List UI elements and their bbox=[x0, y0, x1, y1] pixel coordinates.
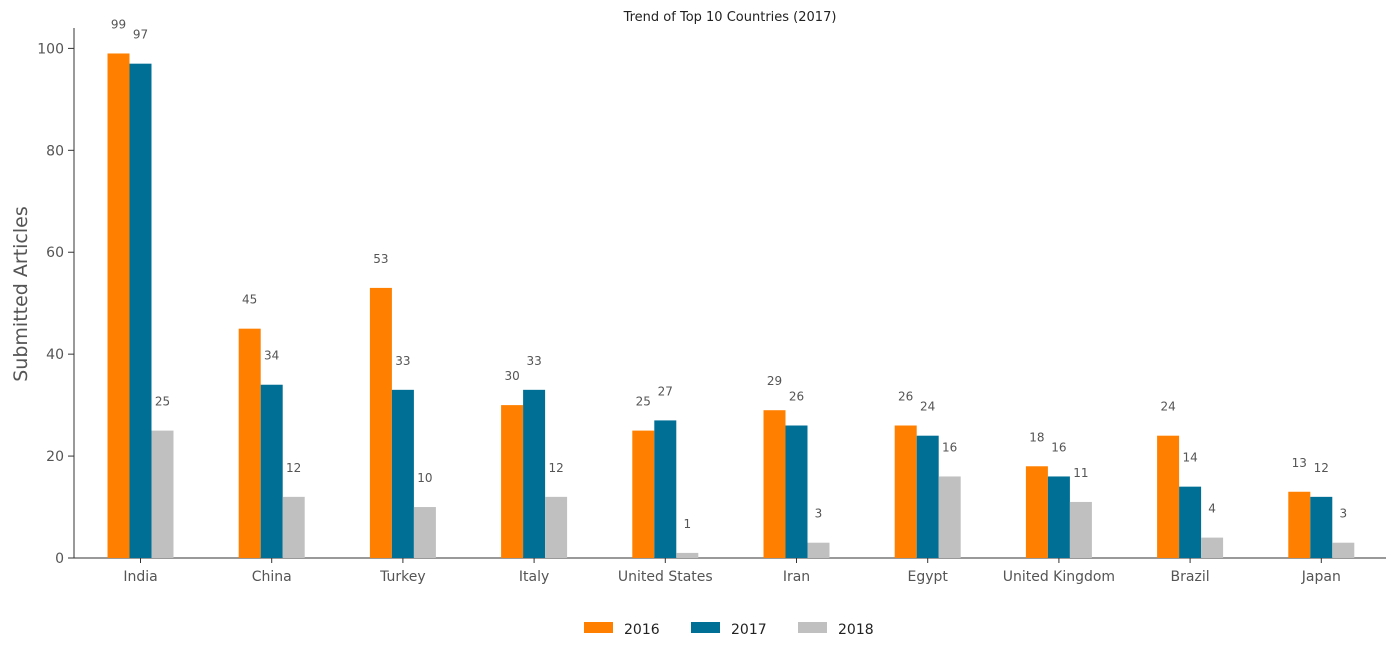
bar-value-label: 1 bbox=[683, 517, 691, 531]
bar bbox=[523, 389, 546, 558]
bar-value-label: 10 bbox=[417, 471, 432, 485]
legend-label: 2017 bbox=[731, 622, 767, 638]
plot-area: 020406080100India999725China453412Turkey… bbox=[37, 17, 1386, 585]
bar-value-label: 26 bbox=[789, 390, 804, 404]
x-tick-label: India bbox=[123, 569, 157, 585]
bar-value-label: 11 bbox=[1073, 466, 1088, 480]
bar-value-label: 53 bbox=[373, 252, 388, 266]
x-tick-label: Iran bbox=[783, 569, 810, 585]
bar bbox=[501, 405, 524, 558]
bar bbox=[807, 542, 830, 558]
bar-value-label: 16 bbox=[1051, 440, 1066, 454]
bar bbox=[413, 507, 436, 558]
y-tick-label: 100 bbox=[37, 41, 64, 57]
x-tick-label: Egypt bbox=[907, 569, 948, 585]
x-tick-label: United Kingdom bbox=[1003, 569, 1115, 585]
bar-value-label: 3 bbox=[815, 507, 823, 521]
bar-value-label: 34 bbox=[264, 349, 279, 363]
x-tick-label: Turkey bbox=[379, 569, 426, 585]
y-axis-label: Submitted Articles bbox=[10, 206, 32, 382]
y-tick-label: 40 bbox=[46, 347, 64, 363]
bar bbox=[1201, 537, 1224, 558]
bar bbox=[369, 287, 392, 558]
bar bbox=[1069, 501, 1092, 558]
bar bbox=[1047, 476, 1070, 558]
bar-value-label: 33 bbox=[395, 354, 410, 368]
bar-value-label: 13 bbox=[1292, 456, 1307, 470]
legend-label: 2016 bbox=[624, 622, 660, 638]
bar-value-label: 97 bbox=[133, 28, 148, 42]
x-tick-label: Italy bbox=[519, 569, 549, 585]
chart-title: Trend of Top 10 Countries (2017) bbox=[623, 10, 837, 25]
bar-value-label: 12 bbox=[548, 461, 563, 475]
bar bbox=[763, 410, 786, 558]
bar-value-label: 99 bbox=[111, 17, 126, 31]
y-tick-label: 20 bbox=[46, 449, 64, 465]
bar bbox=[107, 53, 130, 558]
bar-value-label: 33 bbox=[526, 354, 541, 368]
bar bbox=[1332, 542, 1355, 558]
bar bbox=[391, 389, 414, 558]
legend-swatch bbox=[584, 622, 613, 633]
bar-value-label: 27 bbox=[658, 384, 673, 398]
x-tick-label: Japan bbox=[1301, 569, 1341, 585]
bar bbox=[282, 496, 305, 558]
bar-value-label: 25 bbox=[636, 395, 651, 409]
bar-value-label: 45 bbox=[242, 293, 257, 307]
legend-swatch bbox=[691, 622, 720, 633]
y-tick-label: 60 bbox=[46, 245, 64, 261]
legend: 2016 2017 2018 bbox=[584, 622, 874, 638]
x-tick-label: United States bbox=[618, 569, 713, 585]
x-tick-label: China bbox=[252, 569, 292, 585]
bar-value-label: 16 bbox=[942, 440, 957, 454]
bar-value-label: 18 bbox=[1029, 430, 1044, 444]
bar bbox=[916, 435, 939, 558]
bar bbox=[632, 430, 655, 558]
bar bbox=[1157, 435, 1180, 558]
y-tick-label: 80 bbox=[46, 143, 64, 159]
bar bbox=[654, 420, 677, 558]
legend-swatch bbox=[798, 622, 827, 633]
bar bbox=[260, 384, 283, 558]
bar-value-label: 29 bbox=[767, 374, 782, 388]
bar bbox=[938, 476, 961, 558]
bar bbox=[238, 328, 261, 558]
bar bbox=[129, 63, 152, 559]
bar bbox=[1179, 486, 1202, 558]
bar-value-label: 12 bbox=[1314, 461, 1329, 475]
y-tick-label: 0 bbox=[55, 551, 64, 567]
bar bbox=[1025, 466, 1048, 558]
bar-value-label: 12 bbox=[286, 461, 301, 475]
bar-value-label: 4 bbox=[1208, 502, 1216, 516]
bar bbox=[785, 425, 808, 558]
bar-value-label: 25 bbox=[155, 395, 170, 409]
bar bbox=[1310, 496, 1333, 558]
bar bbox=[151, 430, 174, 558]
bar-value-label: 24 bbox=[920, 400, 935, 414]
bar-value-label: 3 bbox=[1339, 507, 1347, 521]
bar bbox=[1288, 491, 1311, 558]
bar-value-label: 24 bbox=[1160, 400, 1175, 414]
legend-label: 2018 bbox=[838, 622, 874, 638]
bar bbox=[545, 496, 568, 558]
x-tick-label: Brazil bbox=[1171, 569, 1210, 585]
bar-value-label: 26 bbox=[898, 390, 913, 404]
bar-value-label: 14 bbox=[1182, 451, 1197, 465]
bar-value-label: 30 bbox=[504, 369, 519, 383]
bar bbox=[894, 425, 917, 558]
bar bbox=[676, 552, 699, 558]
